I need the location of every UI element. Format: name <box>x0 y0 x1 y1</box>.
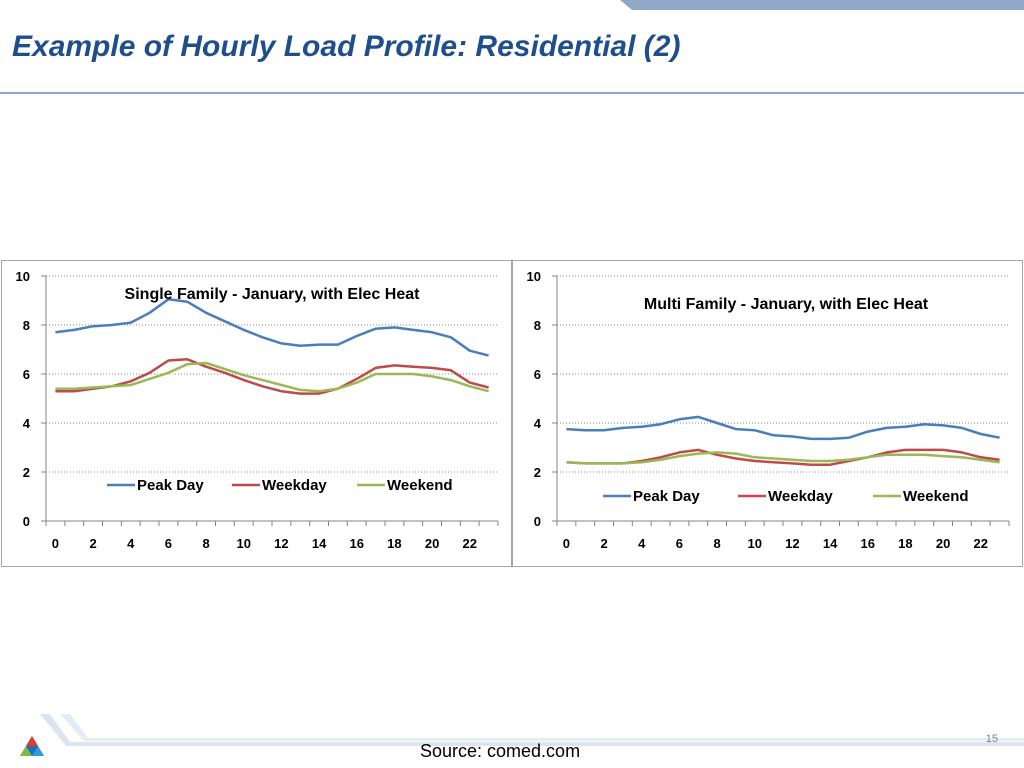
chart-legend: Peak Day Weekday Weekend <box>107 477 453 494</box>
x-tick-label: 16 <box>861 536 875 551</box>
chart-legend: Peak Day Weekday Weekend <box>603 488 969 505</box>
argonne-logo-icon <box>20 736 44 756</box>
x-tick-label: 20 <box>425 536 439 551</box>
legend-label: Weekend <box>903 488 969 505</box>
x-tick-label: 16 <box>350 536 364 551</box>
y-tick-label: 6 <box>534 367 541 382</box>
chart-multi-family: 0 2 4 6 8 10 0 2 4 6 8 10 12 14 16 18 20 22 Multi Family -… <box>512 260 1023 567</box>
legend-label: Weekday <box>768 488 833 505</box>
x-tick-label: 14 <box>823 536 838 551</box>
legend-label: Weekday <box>262 477 327 494</box>
y-tick-label: 2 <box>23 465 30 480</box>
chart-title: Multi Family - January, with Elec Heat <box>644 296 929 313</box>
x-tick-label: 22 <box>463 536 477 551</box>
x-tick-label: 10 <box>748 536 762 551</box>
series-line-weekend <box>566 451 1000 465</box>
legend-label: Peak Day <box>137 477 204 494</box>
x-tick-label: 22 <box>974 536 988 551</box>
y-tick-label: 8 <box>23 318 30 333</box>
slide-title: Example of Hourly Load Profile: Resident… <box>12 30 681 63</box>
series-line-weekday <box>55 358 489 395</box>
x-tick-label: 6 <box>165 536 172 551</box>
y-tick-label: 6 <box>23 367 30 382</box>
x-tick-label: 0 <box>563 536 570 551</box>
y-tick-label: 10 <box>16 269 30 284</box>
x-tick-label: 10 <box>237 536 251 551</box>
x-tick-label: 18 <box>387 536 401 551</box>
chart-multi-family-svg: 0 2 4 6 8 10 0 2 4 6 8 10 12 14 16 18 20 22 Multi Family -… <box>527 269 1010 551</box>
chart-title: Single Family - January, with Elec Heat <box>125 286 421 303</box>
y-tick-label: 2 <box>534 465 541 480</box>
x-tick-label: 2 <box>89 536 96 551</box>
x-tick-label: 20 <box>936 536 950 551</box>
series-line-peak-day <box>566 415 1000 441</box>
source-note: Source: comed.com <box>420 741 581 761</box>
x-tick-label: 0 <box>52 536 59 551</box>
x-tick-label: 18 <box>898 536 912 551</box>
legend-label: Peak Day <box>633 488 700 505</box>
x-tick-label: 2 <box>600 536 607 551</box>
y-tick-label: 8 <box>534 318 541 333</box>
x-tick-label: 4 <box>638 536 646 551</box>
series-line-peak-day <box>55 298 489 357</box>
x-tick-label: 12 <box>274 536 288 551</box>
page-number: 15 <box>985 733 998 745</box>
y-tick-label: 4 <box>23 416 31 431</box>
x-tick-label: 14 <box>312 536 327 551</box>
footer-swoosh <box>40 714 1024 746</box>
x-tick-label: 8 <box>202 536 209 551</box>
y-tick-label: 0 <box>23 514 30 529</box>
x-tick-label: 8 <box>713 536 720 551</box>
chart-single-family: 0 2 4 6 8 10 0 2 4 6 8 10 12 14 16 18 20 22 Single Family … <box>1 260 512 567</box>
y-tick-label: 4 <box>534 416 542 431</box>
y-tick-label: 10 <box>527 269 541 284</box>
chart-single-family-svg: 0 2 4 6 8 10 0 2 4 6 8 10 12 14 16 18 20 22 Single Family … <box>16 269 499 551</box>
x-tick-label: 6 <box>676 536 683 551</box>
legend-label: Weekend <box>387 477 453 494</box>
y-tick-label: 0 <box>534 514 541 529</box>
x-tick-label: 4 <box>127 536 135 551</box>
series-line-weekend <box>55 361 489 393</box>
x-tick-label: 12 <box>785 536 799 551</box>
top-accent-band <box>620 0 1024 10</box>
title-divider <box>0 92 1024 94</box>
